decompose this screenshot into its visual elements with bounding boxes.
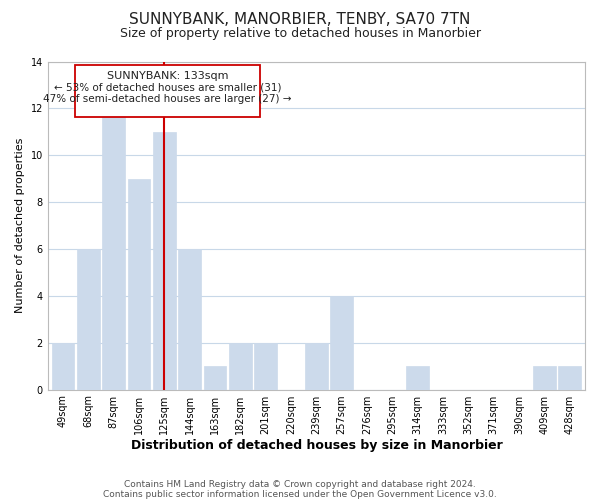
Bar [102,108,125,390]
Bar [254,342,277,390]
Bar [331,296,353,390]
FancyBboxPatch shape [75,65,260,116]
Text: 47% of semi-detached houses are larger (27) →: 47% of semi-detached houses are larger (… [43,94,292,104]
Text: Contains public sector information licensed under the Open Government Licence v3: Contains public sector information licen… [103,490,497,499]
Bar [406,366,429,390]
Y-axis label: Number of detached properties: Number of detached properties [15,138,25,313]
Bar [203,366,226,390]
Text: SUNNYBANK: 133sqm: SUNNYBANK: 133sqm [107,71,229,81]
Bar [229,342,252,390]
Bar [305,342,328,390]
Bar [153,132,176,390]
Text: Size of property relative to detached houses in Manorbier: Size of property relative to detached ho… [119,28,481,40]
Text: SUNNYBANK, MANORBIER, TENBY, SA70 7TN: SUNNYBANK, MANORBIER, TENBY, SA70 7TN [130,12,470,28]
Bar [178,249,201,390]
Text: Contains HM Land Registry data © Crown copyright and database right 2024.: Contains HM Land Registry data © Crown c… [124,480,476,489]
Bar [128,178,151,390]
Text: ← 53% of detached houses are smaller (31): ← 53% of detached houses are smaller (31… [54,82,281,92]
Bar [559,366,581,390]
X-axis label: Distribution of detached houses by size in Manorbier: Distribution of detached houses by size … [131,440,502,452]
Bar [77,249,100,390]
Bar [533,366,556,390]
Bar [52,342,74,390]
